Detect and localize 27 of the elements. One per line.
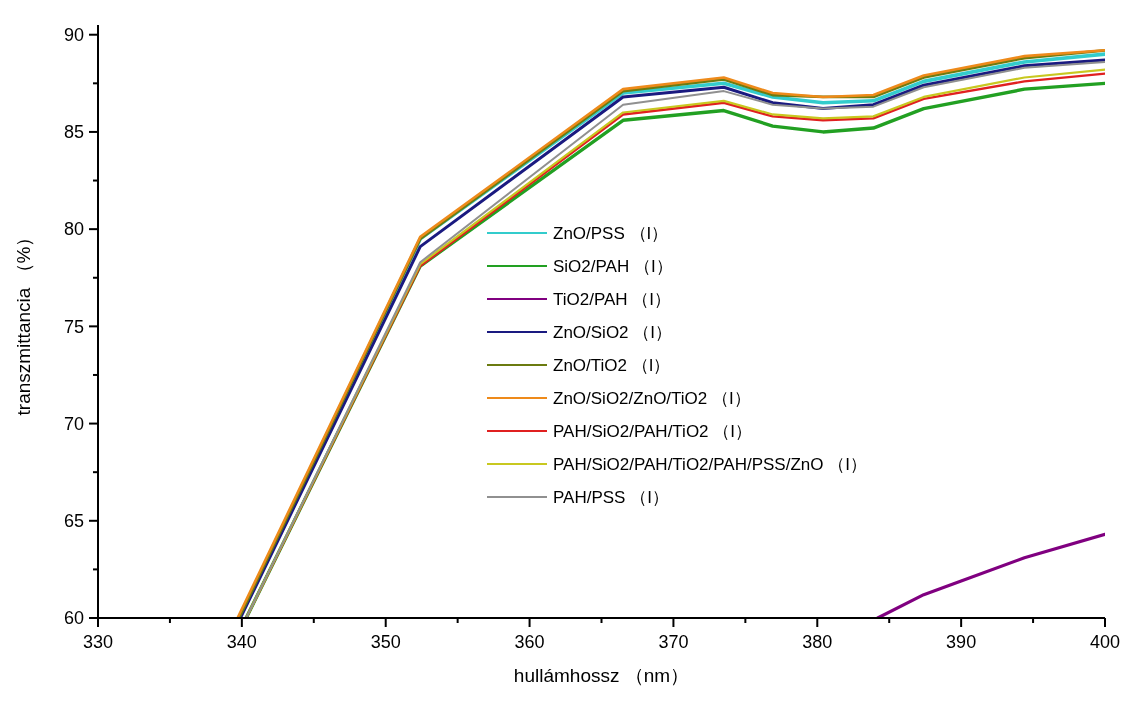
y-tick-label: 75 bbox=[63, 316, 84, 337]
x-tick-label: 370 bbox=[658, 632, 689, 652]
y-tick-label: 85 bbox=[63, 122, 84, 143]
x-tick-label: 400 bbox=[1089, 632, 1121, 652]
legend-label: PAH/PSS （I） bbox=[553, 487, 669, 507]
legend-label: SiO2/PAH （I） bbox=[553, 256, 673, 276]
x-axis-title: hullámhossz （nm） bbox=[513, 665, 690, 686]
y-axis-title: transzmittancia （%） bbox=[13, 227, 34, 416]
line-series bbox=[876, 532, 1105, 618]
x-tick-label: 350 bbox=[370, 632, 401, 652]
y-tick-label: 65 bbox=[63, 511, 84, 532]
x-tick-label: 330 bbox=[82, 632, 114, 652]
legend-label: ZnO/PSS （I） bbox=[553, 223, 669, 243]
y-tick-label: 70 bbox=[63, 413, 84, 434]
x-tick-label: 340 bbox=[226, 632, 257, 652]
y-tick-label: 60 bbox=[63, 608, 84, 629]
y-tick-label: 90 bbox=[63, 25, 84, 46]
legend-label: ZnO/SiO2/ZnO/TiO2 （I） bbox=[553, 388, 751, 408]
x-tick-label: 380 bbox=[802, 632, 833, 652]
x-tick-label: 390 bbox=[946, 632, 977, 652]
legend-label: TiO2/PAH （I） bbox=[553, 289, 672, 309]
legend-label: ZnO/TiO2 （I） bbox=[553, 355, 671, 375]
x-tick-label: 360 bbox=[514, 632, 545, 652]
y-tick-label: 80 bbox=[63, 219, 84, 240]
legend-label: PAH/SiO2/PAH/TiO2/PAH/PSS/ZnO （I） bbox=[553, 454, 867, 474]
legend-label: ZnO/SiO2 （I） bbox=[553, 322, 673, 342]
legend-label: PAH/SiO2/PAH/TiO2 （I） bbox=[553, 421, 753, 441]
